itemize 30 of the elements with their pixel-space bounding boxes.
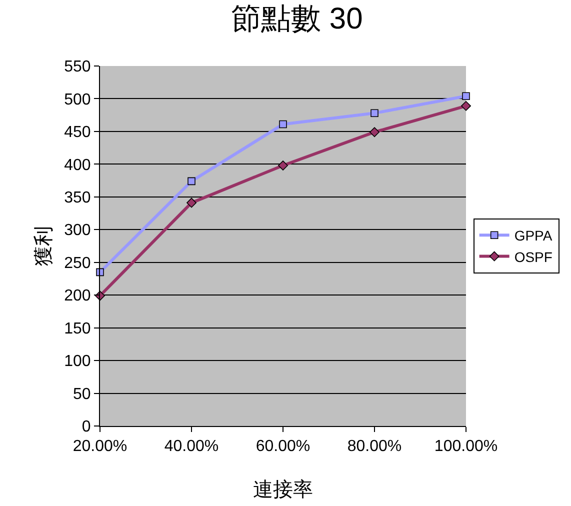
point: [188, 177, 196, 186]
point: [462, 92, 470, 100]
y-tick-label: 350: [64, 190, 91, 207]
x-tick-label: 40.00%: [164, 438, 219, 456]
y-tick-label: 400: [64, 156, 91, 174]
y-tick-label: 200: [64, 288, 91, 305]
y-tick-label: 0: [82, 418, 91, 436]
y-tick-label: 550: [64, 58, 91, 76]
legend-label: GPPA: [514, 228, 553, 244]
legend-label: OSPF: [514, 248, 552, 265]
y-tick-label: 500: [64, 91, 91, 108]
chart-title: 節點數 30: [231, 2, 363, 36]
y-tick-label: 50: [73, 386, 91, 403]
x-axis-title: 連接率: [253, 479, 313, 501]
point: [279, 120, 287, 128]
point: [461, 100, 471, 111]
point: [370, 127, 380, 138]
y-tick-label: 150: [64, 320, 91, 338]
point: [370, 109, 378, 118]
x-tick-label: 60.00%: [256, 438, 310, 456]
y-tick-label: 300: [64, 222, 91, 240]
y-axis-title: 獲利: [33, 226, 55, 266]
x-tick-label: 20.00%: [72, 438, 128, 456]
y-tick-label: 100: [64, 353, 91, 370]
point: [186, 198, 196, 208]
x-tick-label: 80.00%: [347, 438, 402, 456]
x-tick-label: 100.00%: [434, 438, 498, 456]
point: [278, 160, 288, 170]
y-tick-label: 250: [64, 254, 91, 272]
y-tick-label: 450: [64, 124, 91, 142]
